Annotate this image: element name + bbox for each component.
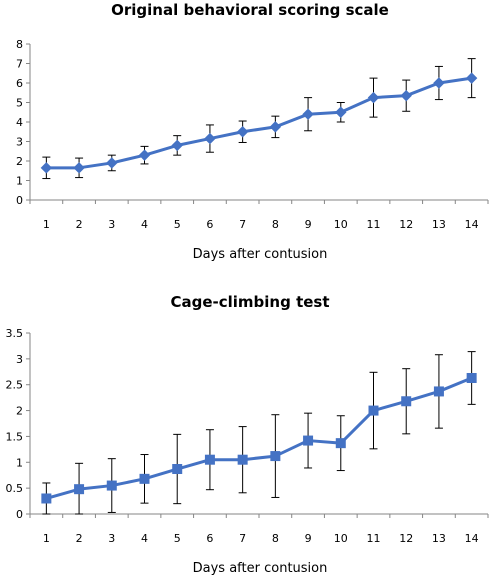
x-tick-label: 2	[76, 532, 83, 545]
x-tick-label: 1	[43, 218, 50, 231]
data-point-marker	[106, 480, 117, 491]
series-line	[46, 76, 472, 170]
y-tick-label: 0.5	[6, 482, 24, 495]
x-tick-label: 4	[141, 532, 148, 545]
data-point-marker	[171, 139, 183, 152]
x-tick-label: 1	[43, 532, 50, 545]
data-point-marker	[41, 493, 52, 504]
data-point-marker	[138, 149, 151, 161]
y-tick-label: 1	[16, 456, 23, 469]
x-tick-label: 12	[399, 532, 413, 545]
data-point-marker	[401, 396, 412, 407]
data-point-marker	[433, 77, 445, 89]
y-tick-label: 1.5	[6, 430, 24, 443]
y-tick-label: 5	[16, 97, 23, 110]
data-point-marker	[40, 162, 53, 174]
data-point-marker	[368, 405, 379, 416]
y-tick-label: 6	[16, 77, 23, 90]
x-tick-label: 8	[272, 532, 279, 545]
x-axis-label: Days after contusion	[193, 561, 328, 576]
x-tick-label: 5	[174, 532, 181, 545]
x-tick-label: 11	[367, 218, 381, 231]
x-tick-label: 12	[399, 218, 413, 231]
data-point-marker	[74, 484, 85, 495]
data-point-marker	[139, 473, 150, 484]
data-point-marker	[335, 106, 347, 118]
x-tick-label: 6	[206, 218, 213, 231]
x-tick-label: 9	[305, 218, 312, 231]
series-line	[45, 376, 473, 500]
data-point-marker	[204, 454, 215, 465]
chart-panel-behavioral-scale: Original behavioral scoring scale Days a…	[16, 1, 489, 262]
data-point-marker	[303, 435, 314, 446]
data-point-marker	[270, 451, 281, 462]
data-point-marker	[237, 454, 248, 465]
data-point-marker	[433, 386, 444, 397]
x-tick-label: 14	[465, 532, 479, 545]
x-tick-label: 7	[239, 532, 246, 545]
data-point-marker	[302, 108, 314, 120]
data-point-marker	[106, 157, 118, 169]
x-tick-label: 7	[239, 218, 246, 231]
x-axis-label: Days after contusion	[193, 247, 328, 262]
x-tick-label: 10	[334, 532, 348, 545]
x-tick-label: 11	[367, 532, 381, 545]
data-point-marker	[73, 162, 85, 174]
x-tick-label: 10	[334, 218, 348, 231]
x-tick-label: 5	[174, 218, 181, 231]
chart-title: Original behavioral scoring scale	[111, 1, 389, 19]
data-point-marker	[400, 89, 412, 102]
x-tick-label: 2	[76, 218, 83, 231]
chart-panel-cage-climbing: Cage-climbing test Days after contusion …	[6, 293, 489, 576]
y-tick-label: 3.5	[6, 327, 24, 340]
x-tick-label: 13	[432, 218, 446, 231]
x-tick-label: 8	[272, 218, 279, 231]
y-tick-label: 2	[16, 405, 23, 418]
data-point-marker	[236, 126, 249, 138]
y-tick-label: 2	[16, 155, 23, 168]
data-point-marker	[466, 372, 477, 383]
y-tick-label: 8	[16, 38, 23, 51]
data-point-marker	[204, 132, 216, 145]
y-tick-label: 4	[16, 116, 23, 129]
x-tick-label: 6	[206, 532, 213, 545]
y-tick-label: 0	[16, 194, 23, 207]
data-point-marker	[335, 438, 346, 449]
x-tick-label: 14	[465, 218, 479, 231]
x-tick-label: 4	[141, 218, 148, 231]
data-point-marker	[172, 464, 183, 475]
y-tick-label: 1	[16, 175, 23, 188]
x-tick-label: 13	[432, 532, 446, 545]
y-tick-label: 3	[16, 136, 23, 149]
x-tick-label: 3	[108, 532, 115, 545]
x-tick-label: 9	[305, 532, 312, 545]
chart-title: Cage-climbing test	[170, 293, 329, 311]
y-tick-label: 3	[16, 353, 23, 366]
data-point-marker	[465, 72, 478, 84]
y-tick-label: 7	[16, 58, 23, 71]
y-tick-label: 0	[16, 508, 23, 521]
x-tick-label: 3	[108, 218, 115, 231]
data-point-marker	[367, 91, 380, 104]
data-point-marker	[269, 121, 282, 133]
y-tick-label: 2.5	[6, 379, 24, 392]
